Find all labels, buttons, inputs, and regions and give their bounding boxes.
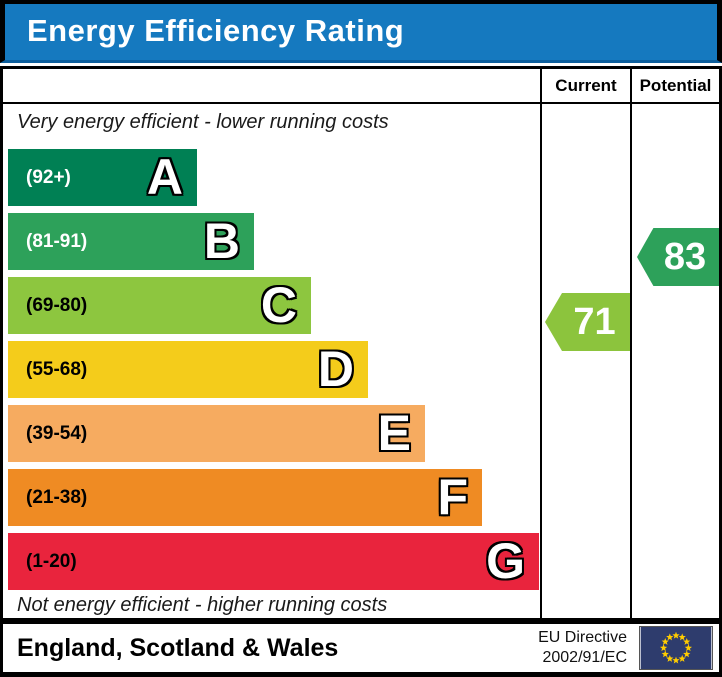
band-f: (21-38) F [8,469,482,526]
footer-bar: England, Scotland & Wales EU Directive 2… [0,621,722,677]
band-f-letter: F [437,469,468,525]
band-b-letter: B [203,213,240,269]
header-row-divider [3,102,719,104]
band-b-range: (81-91) [26,230,88,252]
potential-rating-arrow: 83 [637,228,719,286]
caption-not-efficient: Not energy efficient - higher running co… [17,594,388,616]
eu-directive-line2: 2002/91/EC [542,649,627,666]
page-title: Energy Efficiency Rating [27,13,405,48]
band-g-range: (1-20) [26,550,77,572]
band-a-range: (92+) [26,166,71,188]
eu-directive-line1: EU Directive [538,629,627,646]
band-e: (39-54) E [8,405,425,462]
band-a-letter: A [146,149,183,205]
band-e-letter: E [377,405,411,461]
current-rating-arrow: 71 [545,293,630,351]
potential-rating-value: 83 [663,235,707,278]
band-d-range: (55-68) [26,358,88,380]
chart-header: Energy Efficiency Rating [0,0,722,63]
band-g: (1-20) G [8,533,539,590]
column-divider-current [540,69,542,618]
region-label: England, Scotland & Wales [17,633,339,662]
caption-very-efficient: Very energy efficient - lower running co… [17,111,389,133]
band-c-letter: C [260,277,297,333]
band-c: (69-80) C [8,277,311,334]
band-c-range: (69-80) [26,294,88,316]
band-b: (81-91) B [8,213,254,270]
band-e-range: (39-54) [26,422,88,444]
band-a: (92+) A [8,149,197,206]
band-d: (55-68) D [8,341,368,398]
eu-flag-icon [639,626,713,670]
column-header-potential: Potential [639,76,712,95]
band-d-letter: D [317,341,354,397]
current-rating-value: 71 [573,300,616,343]
eu-directive-label: EU Directive 2002/91/EC [538,628,627,668]
band-f-range: (21-38) [26,486,88,508]
column-divider-potential [630,69,632,618]
band-g-letter: G [486,533,525,589]
rating-table: Current Potential Very energy efficient … [0,66,722,621]
column-header-current: Current [555,76,617,95]
